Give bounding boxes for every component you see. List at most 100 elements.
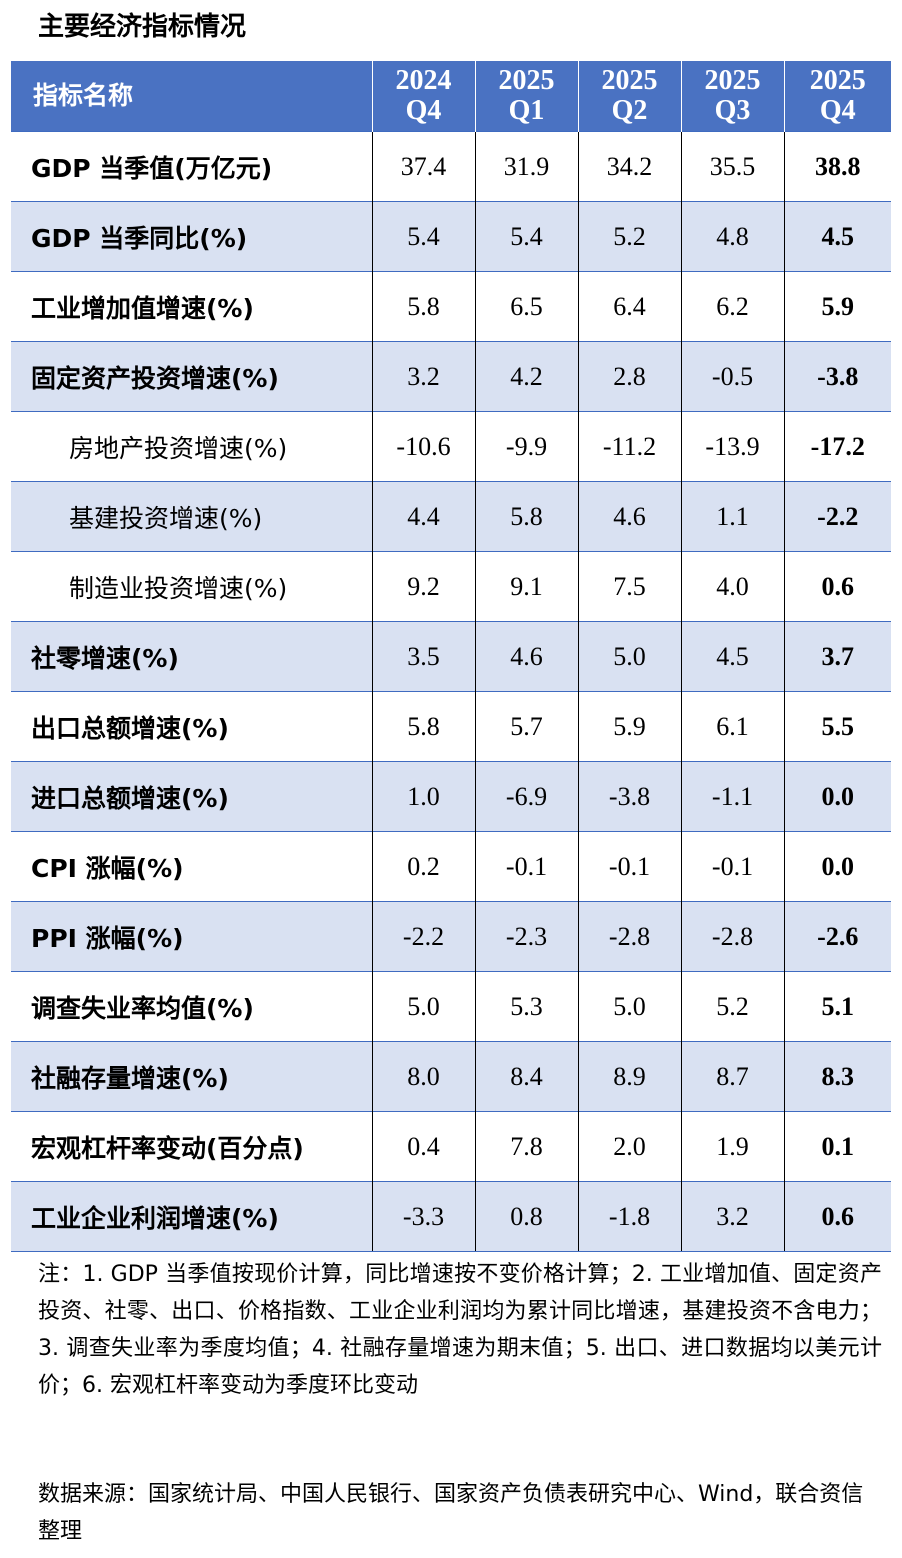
indicator-name: 工业企业利润增速(%) (11, 1181, 372, 1252)
header-year: 2025 (809, 65, 866, 96)
table-row: 工业企业利润增速(%) -3.3 0.8 -1.8 3.2 0.6 (11, 1181, 891, 1252)
header-period: 2025 Q3 (680, 61, 784, 132)
value-cell: -0.1 (474, 831, 578, 902)
value-cell: -1.8 (577, 1181, 681, 1252)
value-cell: 2.8 (577, 341, 681, 412)
indicator-name: GDP 当季同比(%) (11, 201, 372, 272)
table-row: 调查失业率均值(%) 5.0 5.3 5.0 5.2 5.1 (11, 971, 891, 1042)
value-cell: -3.8 (783, 341, 891, 412)
value-cell: 6.2 (680, 271, 784, 342)
value-cell: 5.8 (371, 691, 475, 762)
value-cell: -11.2 (577, 411, 681, 482)
value-cell: 4.0 (680, 551, 784, 622)
value-cell: 3.2 (371, 341, 475, 412)
value-cell: 5.2 (577, 201, 681, 272)
value-cell: 5.8 (474, 481, 578, 552)
indicator-name: 社零增速(%) (11, 621, 372, 692)
header-year: 2024 (395, 65, 452, 96)
value-cell: 5.2 (680, 971, 784, 1042)
table-row: CPI 涨幅(%) 0.2 -0.1 -0.1 -0.1 0.0 (11, 831, 891, 902)
value-cell: 5.0 (371, 971, 475, 1042)
indicator-name: 进口总额增速(%) (11, 761, 372, 832)
value-cell: 5.9 (577, 691, 681, 762)
table-row: 进口总额增速(%) 1.0 -6.9 -3.8 -1.1 0.0 (11, 761, 891, 832)
value-cell: 5.4 (371, 201, 475, 272)
value-cell: -6.9 (474, 761, 578, 832)
indicator-name: 制造业投资增速(%) (11, 551, 372, 622)
value-cell: -2.6 (783, 901, 891, 972)
header-year: 2025 (704, 65, 761, 96)
value-cell: 7.5 (577, 551, 681, 622)
value-cell: -0.5 (680, 341, 784, 412)
value-cell: 0.0 (783, 831, 891, 902)
table-row: GDP 当季同比(%) 5.4 5.4 5.2 4.8 4.5 (11, 201, 891, 272)
indicator-name: PPI 涨幅(%) (11, 901, 372, 972)
value-cell: 3.2 (680, 1181, 784, 1252)
value-cell: -2.8 (680, 901, 784, 972)
value-cell: 37.4 (371, 131, 475, 202)
indicator-name: 出口总额增速(%) (11, 691, 372, 762)
table-row: 宏观杠杆率变动(百分点) 0.4 7.8 2.0 1.9 0.1 (11, 1111, 891, 1182)
header-row: 指标名称 2024 Q4 2025 Q1 2025 Q2 2025 Q3 2025 Q4 (11, 61, 891, 132)
value-cell: 7.8 (474, 1111, 578, 1182)
data-source: 数据来源：国家统计局、中国人民银行、国家资产负债表研究中心、Wind，联合资信整… (38, 1482, 864, 1544)
table-row: 基建投资增速(%) 4.4 5.8 4.6 1.1 -2.2 (11, 481, 891, 552)
value-cell: 8.0 (371, 1041, 475, 1112)
value-cell: -2.2 (371, 901, 475, 972)
indicator-name: 社融存量增速(%) (11, 1041, 372, 1112)
value-cell: 4.5 (680, 621, 784, 692)
value-cell: 38.8 (783, 131, 891, 202)
value-cell: -1.1 (680, 761, 784, 832)
header-period: 2025 Q2 (577, 61, 681, 132)
value-cell: -2.3 (474, 901, 578, 972)
value-cell: 4.6 (577, 481, 681, 552)
value-cell: 5.0 (577, 971, 681, 1042)
value-cell: 4.4 (371, 481, 475, 552)
value-cell: 8.3 (783, 1041, 891, 1112)
header-period: 2025 Q1 (474, 61, 578, 132)
value-cell: 0.2 (371, 831, 475, 902)
value-cell: 0.1 (783, 1111, 891, 1182)
header-period: 2024 Q4 (371, 61, 475, 132)
value-cell: -17.2 (783, 411, 891, 482)
indicator-name: 调查失业率均值(%) (11, 971, 372, 1042)
table-row: GDP 当季值(万亿元) 37.4 31.9 34.2 35.5 38.8 (11, 131, 891, 202)
header-indicator-name: 指标名称 (11, 61, 372, 132)
header-period: 2025 Q4 (783, 61, 891, 132)
table-row: 社融存量增速(%) 8.0 8.4 8.9 8.7 8.3 (11, 1041, 891, 1112)
value-cell: -0.1 (680, 831, 784, 902)
value-cell: 6.5 (474, 271, 578, 342)
header-quarter: Q4 (405, 95, 442, 126)
value-cell: -10.6 (371, 411, 475, 482)
value-cell: 0.6 (783, 1181, 891, 1252)
value-cell: 3.5 (371, 621, 475, 692)
value-cell: 1.9 (680, 1111, 784, 1182)
value-cell: -2.8 (577, 901, 681, 972)
value-cell: 9.2 (371, 551, 475, 622)
value-cell: 1.1 (680, 481, 784, 552)
value-cell: -9.9 (474, 411, 578, 482)
indicator-name: 基建投资增速(%) (11, 481, 372, 552)
header-quarter: Q2 (611, 95, 648, 126)
value-cell: 8.9 (577, 1041, 681, 1112)
value-cell: -3.8 (577, 761, 681, 832)
value-cell: 31.9 (474, 131, 578, 202)
value-cell: 0.6 (783, 551, 891, 622)
value-cell: 5.4 (474, 201, 578, 272)
value-cell: 3.7 (783, 621, 891, 692)
value-cell: 5.7 (474, 691, 578, 762)
header-year: 2025 (498, 65, 555, 96)
value-cell: 0.8 (474, 1181, 578, 1252)
value-cell: 0.4 (371, 1111, 475, 1182)
value-cell: 4.5 (783, 201, 891, 272)
value-cell: -3.3 (371, 1181, 475, 1252)
table-row: 制造业投资增速(%) 9.2 9.1 7.5 4.0 0.6 (11, 551, 891, 622)
value-cell: 4.6 (474, 621, 578, 692)
value-cell: 5.8 (371, 271, 475, 342)
header-year: 2025 (601, 65, 658, 96)
value-cell: 9.1 (474, 551, 578, 622)
table-row: 房地产投资增速(%) -10.6 -9.9 -11.2 -13.9 -17.2 (11, 411, 891, 482)
table-row: PPI 涨幅(%) -2.2 -2.3 -2.8 -2.8 -2.6 (11, 901, 891, 972)
value-cell: 6.4 (577, 271, 681, 342)
indicator-name: GDP 当季值(万亿元) (11, 131, 372, 202)
